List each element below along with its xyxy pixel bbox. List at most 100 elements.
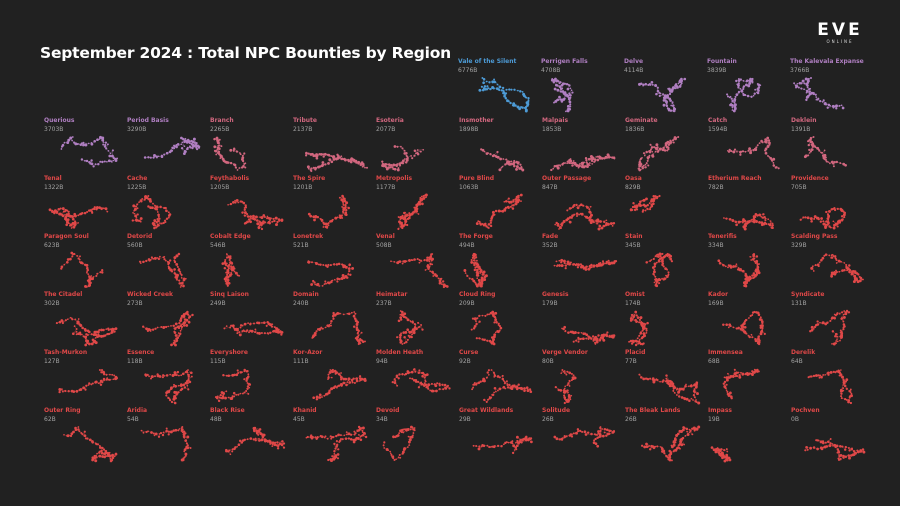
solar-system-dot	[752, 255, 755, 258]
solar-system-dot	[68, 214, 72, 218]
solar-system-dot	[227, 203, 229, 206]
solar-system-dot	[680, 82, 683, 85]
solar-system-dot	[491, 86, 495, 89]
solar-system-dot	[527, 99, 530, 102]
region-name: Tenerifis	[708, 233, 737, 240]
solar-system-dot	[644, 82, 648, 86]
solar-system-dot	[81, 326, 84, 329]
solar-system-dot	[492, 213, 495, 216]
solar-system-dot	[742, 87, 745, 90]
solar-system-dot	[753, 260, 756, 263]
solar-system-dot	[69, 223, 73, 227]
solar-system-dot	[665, 144, 668, 147]
solar-system-dot	[431, 253, 434, 255]
solar-system-dot	[590, 213, 593, 217]
solar-system-dot	[655, 92, 658, 96]
solar-system-dot	[351, 158, 355, 161]
region-bounty-value: 1594B	[708, 126, 728, 133]
solar-system-dot	[65, 223, 69, 227]
solar-system-dot	[653, 281, 656, 284]
solar-system-dot	[71, 215, 75, 219]
solar-system-dot	[389, 166, 392, 169]
region-name: The Kalevala Expanse	[790, 58, 864, 65]
solar-system-dot	[568, 220, 572, 224]
solar-system-dot	[173, 268, 176, 271]
solar-system-dot	[76, 254, 79, 257]
solar-system-dot	[508, 88, 511, 91]
solar-system-dot	[497, 209, 501, 213]
solar-system-dot	[740, 269, 743, 272]
solar-system-dot	[742, 85, 746, 88]
solar-system-dot	[515, 167, 518, 171]
solar-system-dot	[66, 218, 70, 222]
solar-system-dot	[241, 154, 244, 157]
solar-system-dot	[506, 205, 510, 209]
solar-system-dot	[234, 166, 238, 169]
solar-system-dot	[487, 227, 490, 229]
region-map	[478, 77, 530, 113]
solar-system-dot	[183, 140, 186, 142]
solar-system-dot	[744, 285, 748, 288]
solar-system-dot	[665, 104, 669, 108]
solar-system-dot	[825, 160, 828, 163]
solar-system-dot	[249, 215, 253, 218]
solar-system-dot	[839, 207, 843, 211]
solar-system-dot	[221, 157, 225, 161]
solar-system-dot	[147, 156, 150, 159]
solar-system-dot	[239, 153, 242, 156]
solar-system-dot	[75, 328, 78, 330]
solar-system-dot	[809, 87, 812, 90]
solar-system-dot	[344, 265, 348, 269]
region-map	[717, 252, 761, 288]
solar-system-dot	[314, 168, 317, 171]
solar-system-dot	[100, 334, 103, 338]
solar-system-dot	[797, 86, 800, 89]
solar-system-dot	[269, 219, 271, 221]
solar-system-dot	[566, 104, 570, 108]
solar-system-dot	[164, 259, 167, 262]
solar-system-dot	[722, 263, 725, 267]
solar-system-dot	[800, 87, 803, 90]
solar-system-dot	[85, 333, 88, 336]
solar-system-dot	[561, 90, 565, 94]
solar-system-dot	[836, 222, 839, 225]
solar-system-dot	[336, 277, 340, 281]
solar-system-dot	[519, 163, 522, 166]
solar-system-dot	[139, 217, 143, 220]
solar-system-dot	[838, 104, 841, 107]
solar-system-dot	[832, 220, 835, 223]
solar-system-dot	[340, 155, 343, 158]
region-map	[307, 194, 350, 229]
solar-system-dot	[668, 92, 672, 96]
solar-system-dot	[441, 283, 443, 286]
solar-system-dot	[554, 223, 557, 226]
solar-system-dot	[334, 157, 338, 161]
solar-system-dot	[97, 162, 100, 166]
solar-system-dot	[661, 261, 664, 265]
solar-system-dot	[147, 205, 150, 208]
solar-system-dot	[585, 265, 588, 268]
solar-system-dot	[841, 106, 845, 110]
solar-system-dot	[330, 155, 333, 158]
solar-system-dot	[824, 156, 827, 159]
region-bounty-value: 345B	[625, 242, 641, 249]
region-the-forge: The Forge 494B	[459, 233, 539, 289]
solar-system-dot	[757, 86, 761, 89]
solar-system-dot	[73, 214, 77, 218]
solar-system-dot	[138, 201, 140, 203]
solar-system-dot	[101, 271, 104, 274]
solar-system-dot	[642, 209, 645, 212]
solar-system-dot	[438, 279, 442, 283]
region-name: Vale of the Silent	[458, 58, 517, 65]
solar-system-dot	[196, 144, 199, 148]
solar-system-dot	[105, 147, 108, 150]
solar-system-dot	[667, 148, 670, 151]
solar-system-dot	[156, 218, 159, 221]
solar-system-dot	[662, 93, 665, 96]
solar-system-dot	[101, 138, 105, 142]
solar-system-dot	[112, 157, 115, 160]
solar-system-dot	[94, 330, 98, 334]
solar-system-dot	[818, 261, 821, 264]
solar-system-dot	[669, 139, 672, 142]
solar-system-dot	[85, 263, 89, 267]
